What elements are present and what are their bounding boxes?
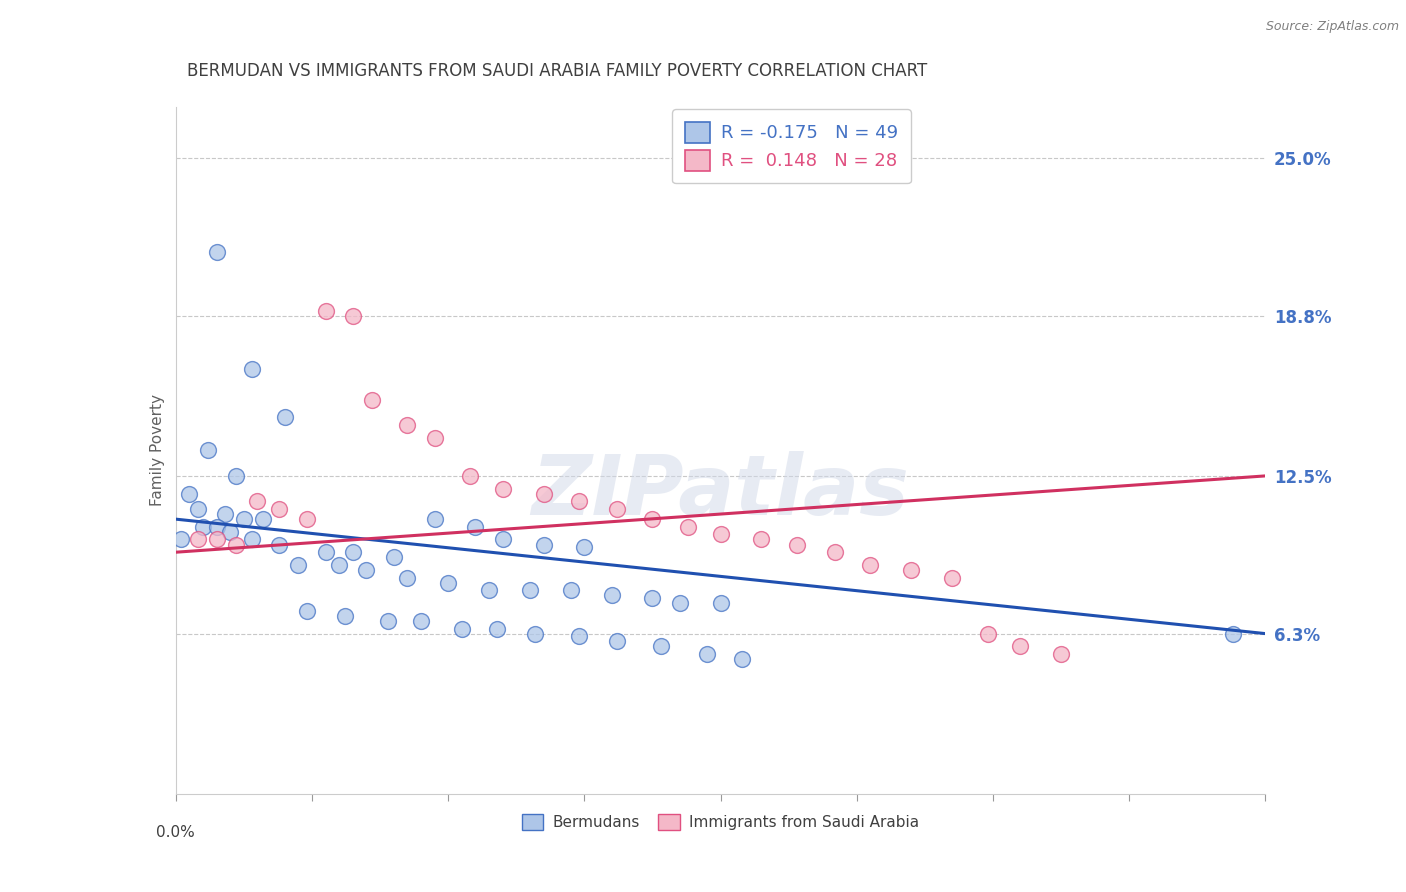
Point [976, 626, 998, 640]
Point [170, 533, 193, 547]
Point [751, 533, 773, 547]
Point [731, 652, 754, 666]
Point [295, 512, 318, 526]
Point [252, 512, 274, 526]
Point [606, 502, 628, 516]
Point [361, 392, 384, 407]
Point [458, 469, 481, 483]
Point [396, 417, 419, 432]
Point [409, 614, 432, 628]
Point [941, 571, 963, 585]
Point [219, 524, 242, 539]
Point [568, 629, 591, 643]
Point [333, 608, 356, 623]
Point [269, 538, 291, 552]
Point [478, 583, 501, 598]
Point [533, 538, 555, 552]
Point [246, 494, 269, 508]
Point [342, 309, 364, 323]
Point [377, 614, 399, 628]
Point [600, 589, 623, 603]
Point [560, 583, 582, 598]
Point [342, 545, 364, 559]
Point [287, 558, 309, 572]
Point [668, 596, 690, 610]
Text: BERMUDAN VS IMMIGRANTS FROM SAUDI ARABIA FAMILY POVERTY CORRELATION CHART: BERMUDAN VS IMMIGRANTS FROM SAUDI ARABIA… [187, 62, 927, 79]
Y-axis label: Family Poverty: Family Poverty [149, 394, 165, 507]
Point [240, 362, 263, 376]
Point [859, 558, 882, 572]
Point [786, 538, 808, 552]
Point [315, 303, 337, 318]
Text: Source: ZipAtlas.com: Source: ZipAtlas.com [1265, 20, 1399, 33]
Point [519, 583, 541, 598]
Point [1010, 640, 1032, 654]
Point [606, 634, 628, 648]
Text: ZIPatlas: ZIPatlas [531, 451, 910, 533]
Point [225, 469, 247, 483]
Point [328, 558, 350, 572]
Point [315, 545, 337, 559]
Point [486, 622, 509, 636]
Text: 0.0%: 0.0% [156, 825, 195, 839]
Point [824, 545, 846, 559]
Point [382, 550, 405, 565]
Point [240, 533, 263, 547]
Point [423, 431, 446, 445]
Point [1050, 647, 1073, 661]
Point [356, 563, 378, 577]
Point [295, 604, 318, 618]
Point [197, 443, 219, 458]
Point [568, 494, 591, 508]
Point [492, 533, 515, 547]
Point [274, 410, 297, 425]
Point [423, 512, 446, 526]
Point [191, 520, 214, 534]
Point [710, 596, 733, 610]
Point [696, 647, 718, 661]
Point [1222, 626, 1244, 640]
Point [269, 502, 291, 516]
Point [650, 640, 672, 654]
Point [179, 486, 201, 500]
Point [450, 622, 472, 636]
Point [710, 527, 733, 541]
Point [205, 533, 228, 547]
Point [396, 571, 419, 585]
Point [492, 482, 515, 496]
Point [676, 520, 699, 534]
Point [225, 538, 247, 552]
Point [186, 533, 209, 547]
Legend: Bermudans, Immigrants from Saudi Arabia: Bermudans, Immigrants from Saudi Arabia [515, 806, 927, 838]
Point [214, 507, 236, 521]
Point [464, 520, 486, 534]
Point [205, 520, 228, 534]
Point [574, 540, 596, 554]
Point [437, 575, 460, 590]
Point [533, 486, 555, 500]
Point [641, 591, 664, 605]
Point [641, 512, 664, 526]
Point [524, 626, 547, 640]
Point [900, 563, 922, 577]
Point [205, 245, 228, 260]
Point [186, 502, 209, 516]
Point [232, 512, 254, 526]
